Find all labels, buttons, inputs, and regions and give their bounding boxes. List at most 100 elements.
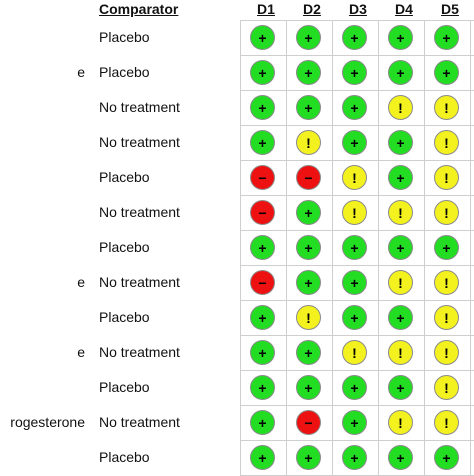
grid-row-line bbox=[240, 55, 474, 56]
intervention-label: e bbox=[77, 274, 85, 290]
grid-row-line bbox=[240, 125, 474, 126]
grid-row-line bbox=[240, 20, 474, 21]
domain-header-5: D5 bbox=[441, 1, 459, 17]
low-risk-icon: + bbox=[342, 270, 367, 295]
low-risk-icon: + bbox=[250, 130, 275, 155]
grid-row-line bbox=[240, 90, 474, 91]
low-risk-icon: + bbox=[434, 445, 459, 470]
high-risk-icon: − bbox=[250, 200, 275, 225]
low-risk-icon: + bbox=[250, 305, 275, 330]
comparator-label: No treatment bbox=[99, 204, 180, 220]
low-risk-icon: + bbox=[388, 25, 413, 50]
high-risk-icon: − bbox=[296, 410, 321, 435]
low-risk-icon: + bbox=[250, 25, 275, 50]
table-row: Placebo + + + + + bbox=[0, 20, 474, 55]
low-risk-icon: + bbox=[388, 130, 413, 155]
domain-header-4: D4 bbox=[395, 1, 413, 17]
grid-row-line bbox=[240, 405, 474, 406]
comparator-label: Placebo bbox=[99, 309, 150, 325]
domain-header-2: D2 bbox=[303, 1, 321, 17]
high-risk-icon: − bbox=[250, 270, 275, 295]
some-concerns-icon: ! bbox=[434, 200, 459, 225]
some-concerns-icon: ! bbox=[434, 340, 459, 365]
table-row: Placebo + + + +! bbox=[0, 370, 474, 405]
table-row: No treatment +! + +! bbox=[0, 125, 474, 160]
intervention-label: e bbox=[77, 64, 85, 80]
some-concerns-icon: ! bbox=[434, 270, 459, 295]
some-concerns-icon: ! bbox=[434, 95, 459, 120]
grid-row-line bbox=[240, 335, 474, 336]
low-risk-icon: + bbox=[434, 235, 459, 260]
low-risk-icon: + bbox=[250, 410, 275, 435]
low-risk-icon: + bbox=[296, 445, 321, 470]
grid-column-line bbox=[286, 20, 287, 475]
table-row: e No treatment − + +!! bbox=[0, 265, 474, 300]
intervention-label: e bbox=[77, 344, 85, 360]
low-risk-icon: + bbox=[434, 25, 459, 50]
comparator-label: No treatment bbox=[99, 134, 180, 150]
some-concerns-icon: ! bbox=[296, 130, 321, 155]
low-risk-icon: + bbox=[296, 270, 321, 295]
domain-header-1: D1 bbox=[257, 1, 275, 17]
table-row: Placebo + + + + + bbox=[0, 440, 474, 475]
low-risk-icon: + bbox=[250, 375, 275, 400]
grid-row-line bbox=[240, 370, 474, 371]
some-concerns-icon: ! bbox=[342, 200, 367, 225]
comparator-label: Placebo bbox=[99, 169, 150, 185]
grid-row-line bbox=[240, 300, 474, 301]
low-risk-icon: + bbox=[388, 60, 413, 85]
low-risk-icon: + bbox=[296, 235, 321, 260]
low-risk-icon: + bbox=[250, 340, 275, 365]
table-row: No treatment − +!!! bbox=[0, 195, 474, 230]
comparator-label: No treatment bbox=[99, 414, 180, 430]
some-concerns-icon: ! bbox=[388, 270, 413, 295]
low-risk-icon: + bbox=[342, 60, 367, 85]
grid-row-line bbox=[240, 265, 474, 266]
low-risk-icon: + bbox=[342, 25, 367, 50]
low-risk-icon: + bbox=[388, 165, 413, 190]
high-risk-icon: − bbox=[296, 165, 321, 190]
low-risk-icon: + bbox=[250, 445, 275, 470]
low-risk-icon: + bbox=[388, 375, 413, 400]
some-concerns-icon: ! bbox=[434, 165, 459, 190]
low-risk-icon: + bbox=[296, 95, 321, 120]
low-risk-icon: + bbox=[250, 95, 275, 120]
low-risk-icon: + bbox=[342, 95, 367, 120]
some-concerns-icon: ! bbox=[342, 340, 367, 365]
low-risk-icon: + bbox=[342, 445, 367, 470]
low-risk-icon: + bbox=[296, 375, 321, 400]
low-risk-icon: + bbox=[388, 235, 413, 260]
comparator-label: Placebo bbox=[99, 64, 150, 80]
grid-row-line bbox=[240, 195, 474, 196]
low-risk-icon: + bbox=[342, 305, 367, 330]
low-risk-icon: + bbox=[342, 130, 367, 155]
table-row: Placebo +! + +! bbox=[0, 300, 474, 335]
grid-row-line bbox=[240, 230, 474, 231]
some-concerns-icon: ! bbox=[388, 340, 413, 365]
comparator-label: No treatment bbox=[99, 344, 180, 360]
grid-column-line bbox=[470, 20, 471, 475]
high-risk-icon: − bbox=[250, 165, 275, 190]
low-risk-icon: + bbox=[296, 25, 321, 50]
comparator-label: No treatment bbox=[99, 99, 180, 115]
intervention-label: rogesterone bbox=[10, 414, 85, 430]
some-concerns-icon: ! bbox=[388, 410, 413, 435]
grid-column-line bbox=[378, 20, 379, 475]
comparator-label: Placebo bbox=[99, 239, 150, 255]
table-row: e Placebo + + + + + bbox=[0, 55, 474, 90]
domain-header-3: D3 bbox=[349, 1, 367, 17]
grid-column-line bbox=[240, 20, 241, 475]
low-risk-icon: + bbox=[388, 445, 413, 470]
table-row: Placebo − −! +! bbox=[0, 160, 474, 195]
table-row: e No treatment + +!!! bbox=[0, 335, 474, 370]
some-concerns-icon: ! bbox=[388, 95, 413, 120]
grid-column-line bbox=[424, 20, 425, 475]
some-concerns-icon: ! bbox=[434, 130, 459, 155]
table-row: No treatment + + +!! bbox=[0, 90, 474, 125]
comparator-label: Placebo bbox=[99, 449, 150, 465]
some-concerns-icon: ! bbox=[434, 410, 459, 435]
low-risk-icon: + bbox=[434, 60, 459, 85]
some-concerns-icon: ! bbox=[434, 375, 459, 400]
some-concerns-icon: ! bbox=[342, 165, 367, 190]
grid-row-line bbox=[240, 160, 474, 161]
